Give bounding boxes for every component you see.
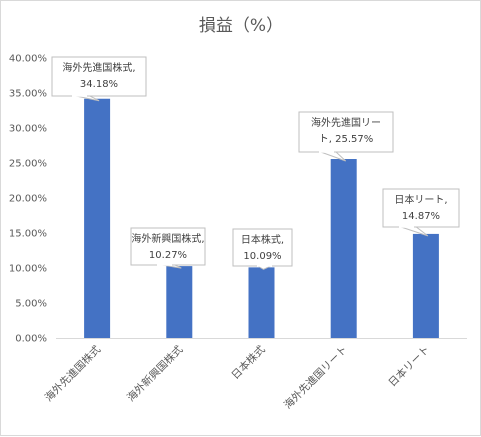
x-tick-label: 日本株式 xyxy=(229,343,268,382)
data-labels: 海外先進国株式, 34.18% 海外新興国株式, 10.27% 日本株式, 10.09% 海… xyxy=(51,56,460,270)
data-label-callout: 海外新興国株式, 10.27% xyxy=(130,227,206,269)
data-label-text: 日本リート, xyxy=(394,193,447,206)
y-tick-label: 0.00% xyxy=(15,334,47,345)
y-tick-label: 25.00% xyxy=(9,159,47,170)
y-tick-label: 5.00% xyxy=(15,299,47,310)
callout-box xyxy=(382,188,460,228)
data-label-text: 海外先進国株式, xyxy=(62,61,135,74)
bar xyxy=(330,159,357,338)
data-label-text: 日本株式, xyxy=(241,233,284,246)
callout-box xyxy=(51,56,147,97)
bar xyxy=(84,98,111,339)
data-label-callout: 海外先進国リート, 25.57% xyxy=(298,111,394,162)
callout-box xyxy=(130,227,206,266)
y-tick-label: 40.00% xyxy=(9,54,47,65)
chart-title: 損益（%） xyxy=(199,16,283,36)
y-tick-label: 20.00% xyxy=(9,194,47,205)
data-label-text: 14.87% xyxy=(402,211,440,222)
data-label-callout: 海外先進国株式, 34.18% xyxy=(51,56,147,102)
x-tick-label: 海外先進国株式 xyxy=(42,343,104,405)
bar xyxy=(412,233,439,338)
y-tick-label: 30.00% xyxy=(9,124,47,135)
data-label-text: 34.18% xyxy=(80,79,118,90)
y-axis: 0.00% 5.00% 10.00% 15.00% 20.00% 25.00% 30.00%… xyxy=(9,54,467,345)
callout-box xyxy=(298,111,394,153)
y-tick-label: 10.00% xyxy=(9,264,47,275)
bar xyxy=(166,266,193,338)
data-label-callout: 日本リート, 14.87% xyxy=(382,188,460,237)
data-label-text: 10.09% xyxy=(243,251,281,262)
data-label-text: 海外先進国リー xyxy=(311,116,381,129)
x-tick-label: 海外先進国リート xyxy=(281,343,350,412)
x-axis: 海外先進国株式 海外新興国株式 日本株式 海外先進国リート 日本リート xyxy=(42,343,432,412)
bars xyxy=(84,98,439,339)
data-label-text: 海外新興国株式, xyxy=(131,232,204,245)
x-tick-label: 日本リート xyxy=(386,343,432,389)
callout-box xyxy=(232,228,293,267)
data-label-callout: 日本株式, 10.09% xyxy=(232,228,293,270)
x-tick-label: 海外新興国株式 xyxy=(124,343,186,405)
data-label-text: 10.27% xyxy=(149,250,187,261)
y-tick-label: 15.00% xyxy=(9,229,47,240)
y-tick-label: 35.00% xyxy=(9,89,47,100)
data-label-text: ト, 25.57% xyxy=(319,134,374,145)
bar xyxy=(248,267,275,338)
